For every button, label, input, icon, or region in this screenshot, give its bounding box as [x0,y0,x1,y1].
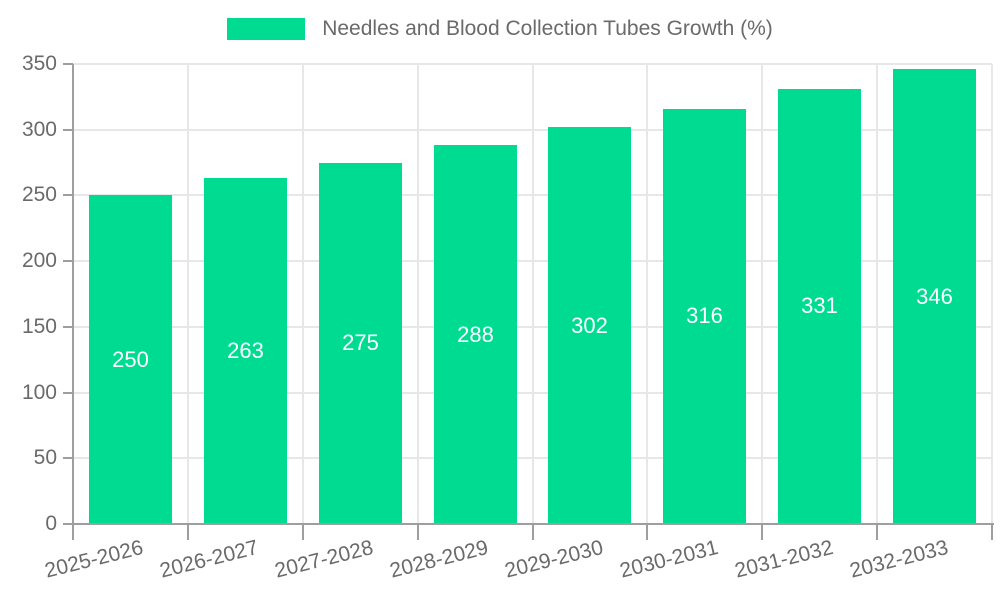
bar[interactable] [204,178,287,524]
bar-value-label: 302 [571,313,608,338]
y-tick-label: 200 [21,249,57,272]
bar-value-label: 263 [227,338,264,363]
bar[interactable] [548,127,631,524]
bar[interactable] [893,69,976,524]
bar-value-label: 316 [686,303,723,328]
v-gridline [761,64,763,524]
y-tick-label: 50 [33,446,57,469]
legend-item[interactable]: Needles and Blood Collection Tubes Growt… [227,17,773,41]
chart-legend: Needles and Blood Collection Tubes Growt… [0,17,1000,41]
x-tick [646,524,648,540]
v-gridline [417,64,419,524]
y-tick [63,194,73,196]
y-tick-label: 150 [21,315,57,338]
x-tick [876,524,878,540]
v-gridline [991,64,993,524]
bar-value-label: 346 [916,284,953,309]
x-tick [991,524,993,540]
y-tick [63,260,73,262]
x-tick [761,524,763,540]
bar-value-label: 250 [112,347,149,372]
y-tick [63,129,73,131]
v-gridline [532,64,534,524]
bar[interactable] [89,195,172,524]
bar-value-label: 331 [801,293,838,318]
v-gridline [187,64,189,524]
bar[interactable] [434,145,517,524]
y-tick-label: 300 [21,118,57,141]
y-tick [63,63,73,65]
y-tick [63,326,73,328]
x-tick [187,524,189,540]
y-axis-line [72,64,74,524]
y-tick-label: 0 [45,512,57,535]
x-tick [302,524,304,540]
y-tick [63,392,73,394]
x-axis-line [63,523,994,525]
x-tick [532,524,534,540]
x-tick [72,524,74,540]
bar[interactable] [663,109,746,524]
v-gridline [302,64,304,524]
legend-swatch-icon [227,18,306,40]
y-tick-label: 100 [21,381,57,404]
bar[interactable] [319,163,402,524]
x-tick [417,524,419,540]
legend-label: Needles and Blood Collection Tubes Growt… [322,17,773,40]
v-gridline [646,64,648,524]
y-tick-label: 350 [21,52,57,75]
bar[interactable] [778,89,861,524]
bar-value-label: 288 [457,322,494,347]
bar-value-label: 275 [342,330,379,355]
y-tick [63,457,73,459]
y-tick-label: 250 [21,183,57,206]
v-gridline [876,64,878,524]
